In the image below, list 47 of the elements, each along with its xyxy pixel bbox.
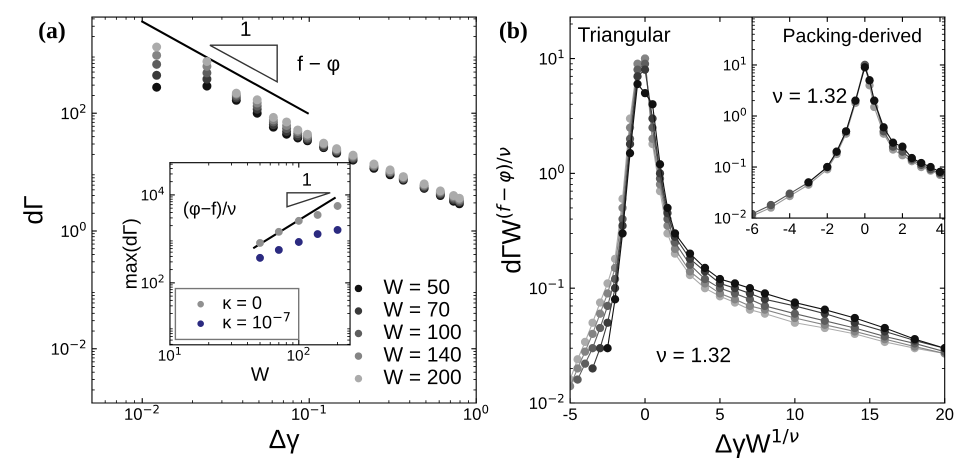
y-tick-label: 10$^{−2}$	[714, 210, 746, 224]
y-tick-label: 10$^{−2}$	[530, 394, 564, 410]
y-tick-label: 10$^{−1}$	[714, 158, 746, 173]
x-tick-label: 0	[641, 408, 649, 420]
y-tick-label: 10$^{1}$	[724, 56, 746, 71]
x-tick-label: -6	[746, 223, 758, 234]
x-tick-label: 4	[936, 223, 944, 234]
y-tick-label: 10$^{1}$	[540, 50, 564, 65]
y-tick-label: 10$^{4}$	[142, 186, 164, 200]
x-tick-label: -2	[821, 223, 834, 234]
y-axis-title: dΓ	[23, 196, 43, 224]
x-tick-label: -4	[784, 223, 796, 234]
annotation: Triangular	[578, 26, 670, 46]
y-axis-title: dΓW$^{(f−φ)/ν}$	[496, 148, 521, 273]
x-axis-title: W	[250, 367, 270, 381]
x-tick-label: 2	[898, 223, 906, 234]
y-tick-label: 10$^{0}$	[540, 164, 564, 180]
x-tick-label: 0	[861, 223, 868, 234]
annotation: f − φ	[297, 56, 340, 75]
legend-label: κ = 10$^{−7}$	[224, 312, 290, 328]
legend-label: κ = 0	[224, 296, 262, 310]
x-tick-label: 10$^{−1}$	[292, 404, 326, 420]
x-tick-label: 5	[716, 408, 724, 420]
legend-label: W = 100	[384, 324, 461, 340]
annotation: Packing-derived	[784, 28, 921, 46]
text: (a)	[39, 22, 65, 44]
y-axis-title: max(dΓ)	[122, 219, 141, 288]
annotation: (φ−f)/ν	[184, 202, 236, 218]
annotation: 1	[303, 173, 311, 186]
x-tick-label: 10$^{0}$	[464, 404, 488, 420]
y-tick-label: 10$^{2}$	[62, 104, 86, 120]
y-tick-label: 10$^{−1}$	[530, 279, 564, 294]
annotation: ν = 1.32	[656, 348, 730, 362]
legend-label: W = 50	[384, 279, 450, 294]
x-axis-title: ΔγW$^{1/ν}$	[716, 428, 799, 458]
y-tick-label: 10$^{0}$	[724, 108, 746, 122]
text: (b)	[500, 22, 527, 44]
legend-label: W = 140	[384, 346, 461, 362]
annotation: 1	[241, 22, 250, 36]
legend-label: W = 200	[384, 370, 461, 384]
x-axis-title: Δγ	[269, 430, 300, 454]
legend-label: W = 70	[384, 302, 450, 317]
x-tick-label: 20	[936, 408, 954, 420]
x-tick-label: 15	[862, 408, 878, 420]
x-tick-label: -5	[563, 408, 577, 420]
annotation: ν = 1.32	[772, 88, 846, 104]
x-tick-label: 10	[786, 408, 804, 420]
